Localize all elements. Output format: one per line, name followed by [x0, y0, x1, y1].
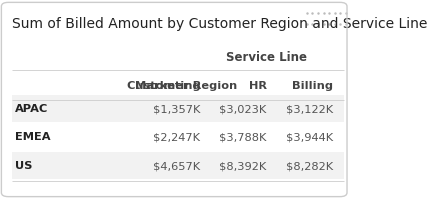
- Text: Marketing: Marketing: [135, 80, 200, 90]
- Text: Sum of Billed Amount by Customer Region and Service Line: Sum of Billed Amount by Customer Region …: [12, 17, 427, 31]
- Text: HR: HR: [249, 80, 267, 90]
- Text: $3,944K: $3,944K: [286, 132, 333, 141]
- Text: $8,392K: $8,392K: [219, 161, 267, 170]
- Bar: [12, 96, 343, 122]
- Text: EMEA: EMEA: [15, 132, 51, 141]
- Text: $3,122K: $3,122K: [286, 104, 333, 114]
- Text: $2,247K: $2,247K: [153, 132, 200, 141]
- Bar: [12, 123, 343, 150]
- Text: $3,023K: $3,023K: [219, 104, 267, 114]
- Text: $3,788K: $3,788K: [219, 132, 267, 141]
- Text: Billing: Billing: [292, 80, 333, 90]
- Text: $4,657K: $4,657K: [153, 161, 200, 170]
- Text: APAC: APAC: [15, 104, 49, 114]
- Text: Customer Region: Customer Region: [127, 80, 237, 90]
- Bar: [12, 152, 343, 179]
- Text: US: US: [15, 161, 33, 170]
- Text: $8,282K: $8,282K: [286, 161, 333, 170]
- Text: Service Line: Service Line: [226, 51, 307, 64]
- Text: $1,357K: $1,357K: [153, 104, 200, 114]
